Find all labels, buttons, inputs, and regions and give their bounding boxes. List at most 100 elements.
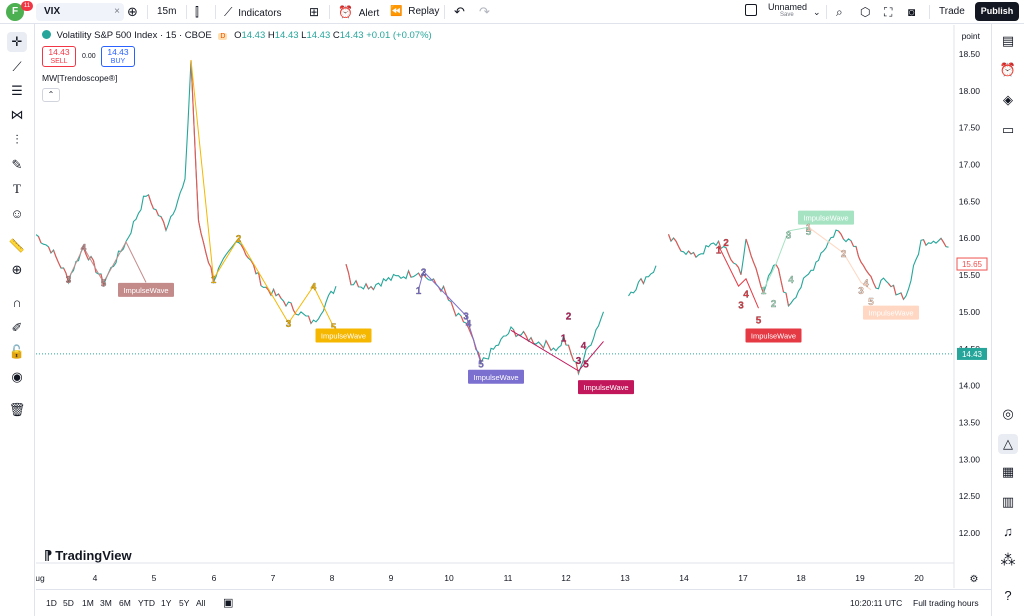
wave-number-label: 5 — [756, 315, 762, 326]
price-tick-label: 16.50 — [959, 196, 981, 206]
indicators-label: Indicators — [238, 8, 282, 19]
layout-save-label[interactable]: Save — [780, 12, 794, 18]
impulse-wave-line — [808, 226, 872, 291]
brush-icon[interactable]: ✎ — [11, 157, 23, 172]
watchlist-icon[interactable]: ▤ — [1001, 33, 1015, 48]
wave-number-label: 3 — [858, 286, 864, 297]
quick-search-icon[interactable]: ⌕ — [836, 5, 843, 19]
calendar-icon[interactable]: ▦ — [1001, 464, 1015, 479]
wave-number-label: 4 — [863, 278, 869, 289]
impulse-wave-tag-label: ImpulseWave — [583, 383, 628, 392]
eye-icon[interactable]: ◉ — [11, 369, 23, 384]
open-value: 14.43 — [241, 30, 266, 41]
prediction-icon[interactable]: ⫶ — [15, 132, 19, 147]
price-tick-label: 12.50 — [959, 491, 981, 501]
notifications-bell-icon[interactable]: ♫ — [1003, 524, 1013, 539]
symbol-legend[interactable]: Volatility S&P 500 Index · 15 · CBOE D O… — [42, 30, 432, 41]
trade-button[interactable]: Trade — [939, 6, 965, 17]
magnet-icon[interactable]: ∩ — [12, 295, 22, 310]
pattern-triangle-icon[interactable]: △ — [998, 434, 1018, 454]
wave-number-label: 3 — [738, 301, 744, 312]
time-tick-label: 18 — [796, 573, 806, 583]
undo-icon[interactable]: ↶ — [454, 4, 465, 19]
time-tick-label: 17 — [738, 573, 748, 583]
user-avatar[interactable]: F — [6, 3, 24, 21]
clear-icon[interactable]: × — [114, 6, 120, 17]
layouts-grid-icon[interactable]: ⊞ — [309, 5, 320, 19]
compare-symbol-icon[interactable]: ⊕ — [127, 4, 138, 19]
trash-icon[interactable]: 🗑 — [8, 402, 26, 417]
chat-icon[interactable]: ▭ — [1001, 122, 1015, 137]
wave-number-label: 4 — [788, 275, 794, 286]
clock-time[interactable]: 10:20:11 UTC — [850, 598, 903, 608]
layers-icon[interactable]: ◈ — [1003, 92, 1013, 107]
candles-icon[interactable]: ⫿ — [195, 5, 199, 19]
fib-retracement-icon[interactable]: ☰ — [11, 83, 23, 98]
range-button-6m[interactable]: 6M — [119, 598, 131, 608]
crosshair-icon[interactable]: ✛ — [7, 32, 27, 52]
layout-checkbox-icon[interactable] — [745, 0, 757, 24]
date-range-icon[interactable]: ▣ — [223, 597, 234, 609]
sell-button[interactable]: 14.43 SELL — [42, 46, 76, 67]
impulse-wave-4: 1 2 3 4 5 ImpulseWave — [510, 312, 634, 395]
replay-button[interactable]: ⏪ Replay — [390, 0, 439, 24]
text-icon[interactable]: T — [13, 181, 21, 196]
wave-number-label: 5 — [331, 323, 337, 334]
chevron-down-icon[interactable]: ⌄ — [813, 7, 821, 17]
impulse-wave-tag-label: ImpulseWave — [123, 286, 168, 295]
time-tick-label: 4 — [93, 573, 98, 583]
indicator-legend[interactable]: MW[Trendoscope®] — [42, 73, 118, 83]
price-chart[interactable]: 345ImpulseWave12345ImpulseWave12345Impul… — [36, 25, 991, 588]
range-button-1y[interactable]: 1Y — [161, 598, 172, 608]
wave-number-label: 2 — [771, 299, 777, 310]
range-button-all[interactable]: All — [196, 598, 206, 608]
alert-button[interactable]: ⏰ Alert — [338, 0, 379, 24]
impulse-wave-tag-label: ImpulseWave — [473, 373, 518, 382]
fullscreen-icon[interactable]: ⛶ — [884, 5, 893, 19]
camera-icon[interactable]: ◙ — [908, 5, 916, 19]
range-button-3m[interactable]: 3M — [100, 598, 112, 608]
impulse-waves: 345ImpulseWave12345ImpulseWave12345Impul… — [66, 59, 919, 395]
lock-icon[interactable]: 🔓 — [8, 344, 26, 359]
emoji-icon[interactable]: ☺ — [10, 206, 24, 221]
wave-number-label: 3 — [786, 231, 792, 242]
target-icon[interactable]: ◎ — [1002, 406, 1014, 421]
wave-number-label: 4 — [581, 341, 587, 352]
publish-button[interactable]: Publish — [975, 2, 1019, 21]
apps-grid-icon[interactable]: ⁂ — [1000, 552, 1016, 569]
range-button-1d[interactable]: 1D — [46, 598, 57, 608]
indicators-button[interactable]: ⟋ Indicators — [224, 0, 282, 24]
range-button-1m[interactable]: 1M — [82, 598, 94, 608]
impulse-wave-line — [763, 226, 809, 291]
chevron-up-icon[interactable]: ⌃ — [42, 88, 60, 102]
news-icon[interactable]: ▥ — [1001, 494, 1015, 509]
ruler-icon[interactable]: 📏 — [8, 238, 26, 253]
range-button-5d[interactable]: 5D — [63, 598, 74, 608]
symbol-search-input[interactable]: VIX × — [36, 3, 124, 21]
wave-number-label: 1 — [561, 334, 567, 345]
close-label: C — [332, 30, 340, 41]
time-tick-label: 13 — [620, 573, 630, 583]
buy-button[interactable]: 14.43 BUY — [101, 46, 135, 67]
lock-drawing-icon[interactable]: ✐ — [11, 320, 23, 335]
layout-name[interactable]: Unnamed — [768, 2, 808, 12]
price-tick-label: 18.00 — [959, 86, 981, 96]
trend-line-icon[interactable]: ⟋ — [12, 59, 22, 74]
session-button[interactable]: Full trading hours — [913, 598, 979, 608]
impulse-wave-line — [510, 329, 604, 372]
interval-button[interactable]: 15m — [157, 6, 177, 17]
range-button-5y[interactable]: 5Y — [179, 598, 190, 608]
range-button-ytd[interactable]: YTD — [138, 598, 155, 608]
redo-icon[interactable]: ↷ — [479, 4, 490, 19]
zoom-in-icon[interactable]: ⊕ — [11, 262, 23, 277]
wave-number-label: 2 — [566, 312, 572, 323]
pattern-icon[interactable]: ⋈ — [10, 107, 24, 122]
alert-label: Alert — [358, 8, 380, 19]
impulse-wave-tag-label: ImpulseWave — [321, 332, 366, 341]
settings-gear-icon[interactable]: ⬡ — [860, 5, 871, 19]
help-icon[interactable]: ? — [1004, 588, 1012, 603]
wave-number-label: 5 — [478, 360, 484, 371]
alerts-icon[interactable]: ⏰ — [999, 62, 1017, 77]
